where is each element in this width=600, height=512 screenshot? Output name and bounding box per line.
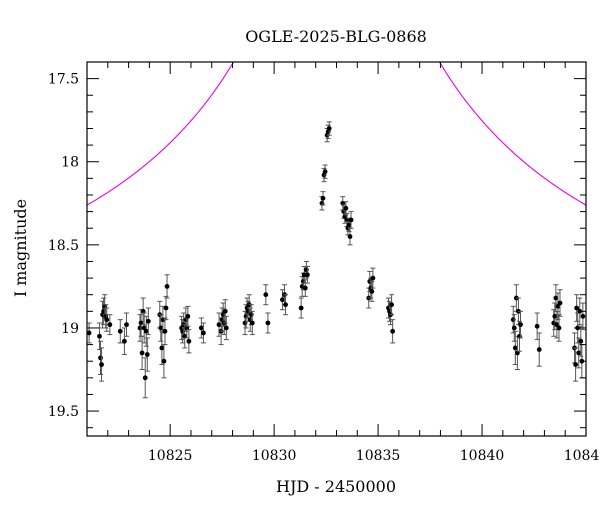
data-point <box>574 294 580 322</box>
x-tick-label: 10835 <box>356 448 401 464</box>
x-tick-label: 10845 <box>564 448 600 464</box>
data-point <box>223 315 229 341</box>
data-point <box>304 265 310 284</box>
data-point <box>347 227 353 246</box>
data-point <box>556 314 562 342</box>
data-point <box>326 121 332 136</box>
data-point <box>162 317 168 346</box>
data-point <box>534 312 540 341</box>
data-point <box>222 299 228 324</box>
data-point <box>298 297 304 319</box>
data-point <box>98 340 104 375</box>
y-tick-label: 18.5 <box>48 238 79 254</box>
data-point <box>96 322 102 351</box>
axis-tick-labels: 10825 10830 10835 10840 10845 17.5 18 18.5 19 19.… <box>48 72 600 464</box>
data-point <box>343 201 349 216</box>
data-point <box>580 302 586 331</box>
data-point <box>302 279 308 297</box>
data-point <box>104 307 110 332</box>
model-curve-layer <box>87 62 586 206</box>
data-point <box>200 322 206 344</box>
data-point <box>186 329 192 354</box>
data-point <box>518 310 524 339</box>
data-point <box>557 289 563 317</box>
data-point <box>145 307 151 336</box>
data-point <box>348 211 354 229</box>
data-point <box>369 280 375 302</box>
data-point <box>283 294 289 316</box>
x-tick-label: 10840 <box>460 448 505 464</box>
data-point <box>107 314 113 336</box>
data-point <box>389 294 395 316</box>
data-point <box>185 305 191 327</box>
data-point <box>370 267 376 289</box>
data-point <box>279 289 285 311</box>
data-point <box>87 322 92 344</box>
data-point <box>511 314 517 342</box>
data-point <box>573 347 579 382</box>
y-tick-label: 19 <box>61 321 79 337</box>
x-axis-title: HJD - 2450000 <box>276 477 396 496</box>
data-point <box>578 325 584 357</box>
data-point <box>164 274 170 299</box>
data-point <box>390 319 396 344</box>
plot-frame <box>86 61 587 437</box>
data-point <box>265 312 271 334</box>
data-point <box>577 297 583 326</box>
data-point <box>144 337 150 372</box>
data-points-layer <box>87 121 586 399</box>
x-tick-label: 10825 <box>148 448 193 464</box>
data-point <box>263 284 269 306</box>
data-point <box>117 319 123 344</box>
data-point <box>322 164 328 179</box>
data-point <box>536 332 542 367</box>
data-point <box>512 330 518 366</box>
data-point <box>249 310 255 336</box>
data-point <box>121 327 127 356</box>
model-curve <box>87 62 586 206</box>
y-tick-label: 19.5 <box>48 404 79 420</box>
data-point <box>99 347 105 382</box>
data-point <box>139 335 145 371</box>
data-point <box>124 312 130 337</box>
chart-title: OGLE-2025-BLG-0868 <box>245 27 427 46</box>
axis-ticks <box>86 61 587 436</box>
data-point <box>320 191 326 206</box>
y-tick-label: 18 <box>61 155 79 171</box>
y-tick-label: 17.5 <box>48 72 79 88</box>
x-tick-label: 10830 <box>252 448 297 464</box>
y-axis-title: I magnitude <box>11 199 30 297</box>
data-point <box>142 357 148 399</box>
data-point <box>163 295 169 321</box>
